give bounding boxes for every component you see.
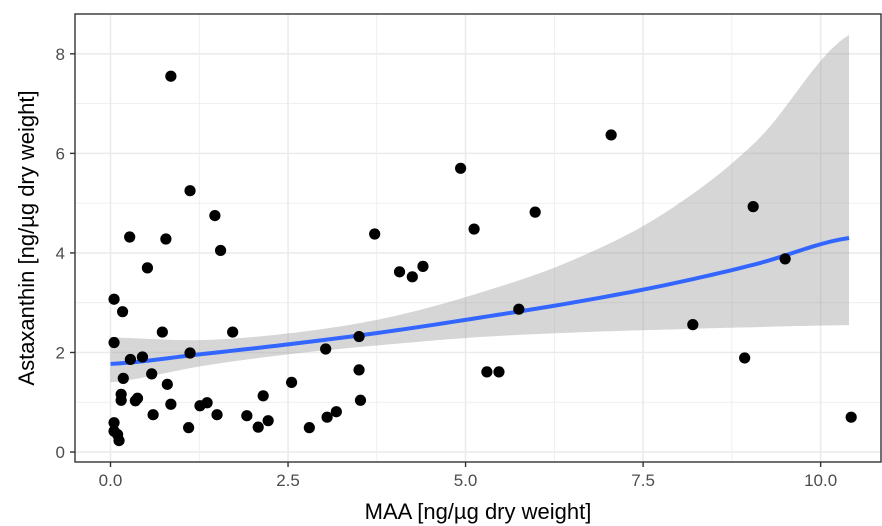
data-point — [108, 293, 120, 305]
confidence-ribbon — [110, 34, 850, 383]
x-tick-label: 10.0 — [804, 471, 837, 490]
data-point — [393, 266, 406, 278]
data-point — [353, 364, 365, 376]
data-point — [321, 411, 333, 423]
data-point — [845, 411, 857, 423]
data-point — [184, 185, 196, 197]
data-point — [779, 253, 791, 265]
plot-frame — [74, 13, 882, 463]
data-point — [605, 129, 617, 141]
x-tick-label: 7.5 — [631, 471, 655, 490]
y-axis-title: Astaxanthin [ng/µg dry weight] — [14, 90, 39, 385]
x-tick-label: 5.0 — [454, 471, 478, 490]
x-tick-label: 2.5 — [276, 471, 300, 490]
data-point — [303, 422, 315, 434]
y-tick-label: 0 — [56, 443, 65, 462]
data-point — [183, 422, 195, 434]
data-point — [129, 395, 141, 407]
data-point — [257, 390, 269, 402]
data-point — [285, 376, 298, 388]
data-point — [369, 228, 381, 240]
data-point — [115, 394, 127, 406]
data-point — [227, 326, 239, 338]
data-point — [214, 244, 227, 257]
data-point — [747, 201, 759, 213]
data-point — [147, 409, 159, 421]
data-points — [108, 70, 857, 447]
data-point — [455, 162, 467, 174]
data-point — [146, 368, 158, 380]
data-point — [252, 421, 264, 433]
data-point — [209, 210, 221, 222]
data-point — [108, 336, 120, 349]
data-point — [468, 223, 480, 235]
x-axis-title: MAA [ng/µg dry weight] — [365, 499, 592, 524]
y-tick-label: 4 — [56, 244, 65, 263]
trend-line — [110, 236, 850, 366]
data-point — [481, 366, 493, 378]
grid — [75, 14, 881, 462]
data-point — [406, 271, 418, 283]
data-point — [354, 394, 367, 406]
data-point — [160, 233, 172, 245]
data-point — [124, 231, 136, 243]
data-point — [493, 366, 505, 378]
data-point — [184, 347, 196, 359]
data-point — [417, 260, 429, 272]
data-point — [141, 262, 154, 274]
data-point — [320, 343, 332, 355]
y-axis-ticks: 0 2 4 6 8 — [56, 45, 75, 462]
data-point — [108, 417, 120, 429]
data-point — [513, 303, 525, 315]
data-point — [136, 351, 149, 363]
x-tick-label: 0.0 — [99, 471, 123, 490]
y-tick-label: 8 — [56, 45, 65, 64]
data-point — [156, 326, 168, 338]
data-point — [262, 415, 274, 427]
data-point — [113, 434, 125, 447]
data-point — [353, 330, 365, 343]
data-point — [116, 306, 129, 318]
data-point — [117, 372, 129, 384]
data-point — [241, 410, 253, 422]
data-point — [687, 319, 699, 331]
data-point — [529, 206, 541, 218]
y-tick-label: 6 — [56, 144, 65, 163]
data-point — [124, 353, 136, 366]
data-point — [165, 398, 177, 410]
data-point — [211, 409, 223, 421]
data-point — [194, 400, 206, 412]
data-point — [165, 70, 177, 82]
y-tick-label: 2 — [56, 343, 65, 362]
data-point — [330, 406, 342, 418]
x-axis-ticks: 0.0 2.5 5.0 7.5 10.0 — [99, 462, 837, 490]
data-point — [161, 378, 173, 390]
data-point — [739, 352, 751, 364]
